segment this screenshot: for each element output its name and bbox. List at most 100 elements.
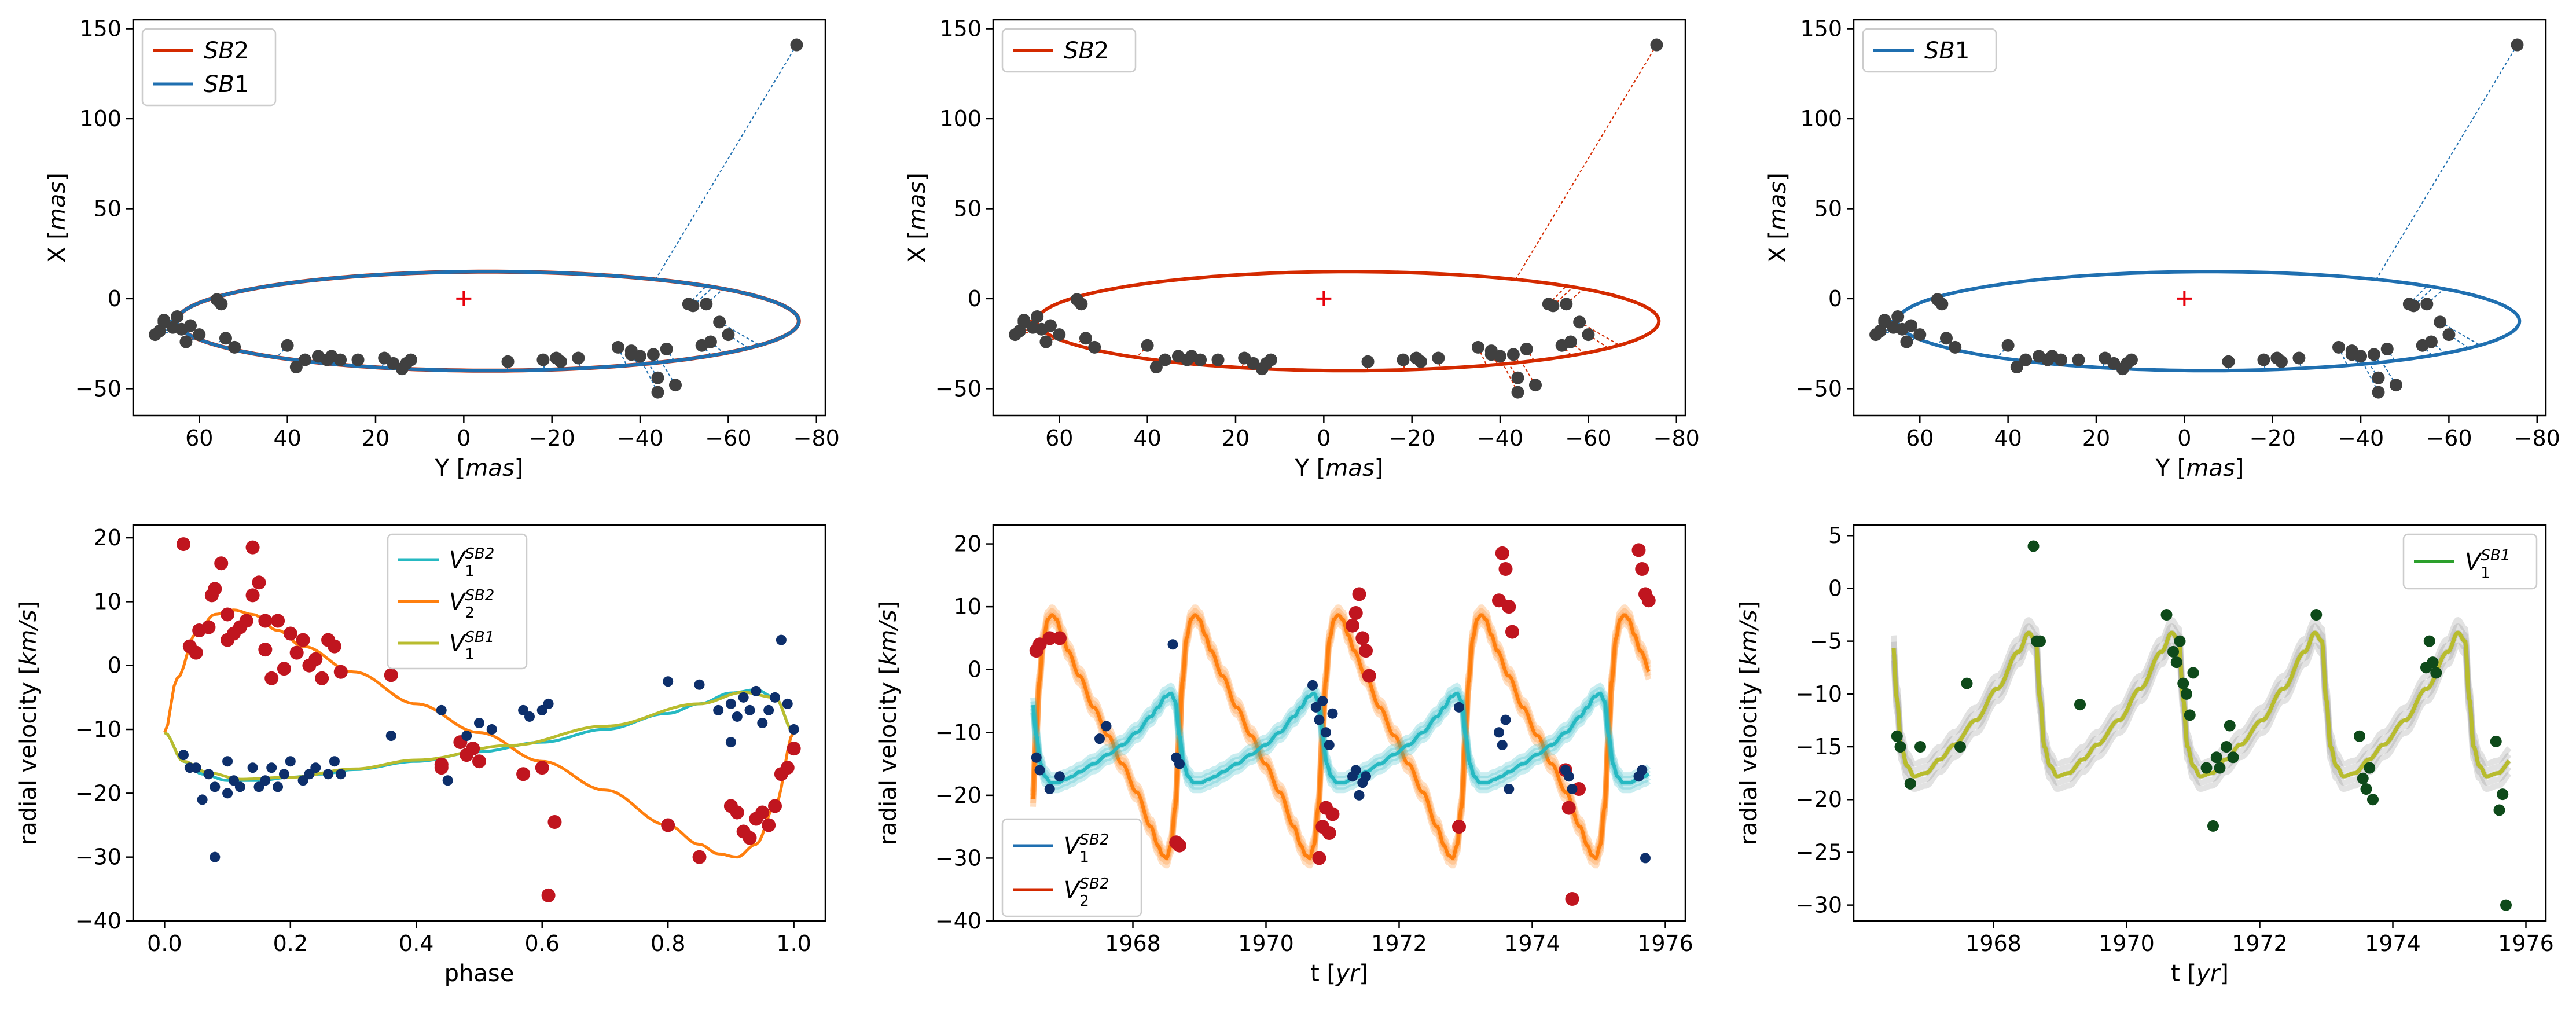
x-tick-label: 20 [2082,425,2110,451]
orbit-point [2345,348,2358,361]
rv-point-green [2310,609,2323,621]
rv-point-red [308,652,323,666]
rv-point-navy [744,704,755,715]
x-tick-label: 1972 [1371,931,1427,956]
orbit-point [572,351,585,365]
model-band [1891,636,2512,786]
rv-point-red [1452,820,1466,834]
legend-box [1001,28,1137,73]
orbit-point [2099,351,2112,365]
model-curve [1031,691,1650,785]
orbit-point [722,328,735,342]
orbit-point [2434,315,2447,329]
rv-point-navy [178,750,189,761]
orbit-point [686,299,700,313]
rv-point-navy [253,781,264,792]
rv-point-green [2427,656,2439,669]
legend-sub: 1 [2481,564,2490,582]
orbit-point [2010,361,2023,374]
label-part: ] [515,455,524,482]
rv-point-red [1565,892,1579,906]
y-axis-label: X [mas] [904,172,931,263]
legend-sub: 2 [1094,38,1109,64]
y-tick-label: −20 [935,783,982,808]
rv-point-red [434,757,449,772]
rv-point-navy [285,756,296,767]
y-tick-label: 20 [954,531,982,557]
rv-point-red [1322,826,1336,840]
rv-point-navy [335,769,346,780]
y-tick-label: −50 [75,376,122,401]
x-tick-label: 0 [1317,425,1331,451]
y-tick-label: 0 [108,653,122,678]
x-tick-label: 0.4 [399,931,433,956]
label-part: km/s [1736,610,1762,665]
label-part: mas [1765,182,1791,230]
rv-point-red [1042,631,1057,645]
rv-point-navy [1327,708,1338,719]
rv-point-red [296,633,310,647]
rv-point-green [2160,609,2173,621]
rv-point-navy [1167,639,1178,650]
rv-point-red [1492,593,1506,608]
rv-point-navy [278,769,289,780]
rv-point-navy [210,851,221,862]
orbit-point [660,342,673,355]
axes-frame [132,19,826,417]
orbit-point [1471,340,1484,354]
rv-point-red [201,620,216,634]
x-tick-label: −40 [617,425,663,451]
legend-label: VSB1 1 [2465,547,2510,582]
model-band [1030,698,1651,794]
plot-area [1891,540,2512,911]
y-tick-label: 100 [79,106,122,131]
rv-point-navy [738,692,749,703]
rv-point-navy [732,711,743,722]
rv-point-green [2360,783,2372,795]
legend-sup: SB2 [1079,831,1109,849]
rv-point-navy [323,769,334,780]
x-tick-label: 1976 [2498,931,2554,956]
rv-point-green [2430,667,2442,679]
legend-sup: SB2 [465,545,494,563]
x-tick-label: −60 [2426,425,2472,451]
label-part: ] [1359,960,1368,987]
legend-name: V [449,589,466,615]
rv-point-green [2167,645,2179,658]
residual-line [2409,285,2428,304]
orbit-point [1159,353,1172,366]
rv-point-green [2174,635,2186,647]
rv-point-red [516,767,531,781]
model-curve [1891,630,2511,779]
rv-point-red [289,645,304,660]
rv-point-navy [1054,771,1065,782]
orbit-point [2332,340,2345,354]
rv-point-navy [1500,714,1511,725]
residual-line [2382,362,2397,386]
rv-point-red [214,556,229,571]
orbit-point [1878,315,1891,329]
rv-point-red [730,805,744,820]
rv-point-green [2170,656,2182,669]
orbit-point [2001,339,2015,352]
orbit-point [1053,328,1066,342]
rv-point-red [208,582,222,596]
rv-point-red [1355,631,1370,645]
rv-point-red [1348,606,1363,620]
orbit-point [2420,298,2434,311]
legend-name: V [1064,833,1081,860]
legend-sup: SB1 [2481,547,2510,564]
rv-point-navy [1044,784,1055,794]
rv-point-navy [1567,784,1578,794]
x-tick-label: 40 [1133,425,1161,451]
legend-sup: SB2 [1079,875,1109,893]
orbit-point [228,340,241,354]
residual-line [661,362,676,386]
label-part: mas [44,182,71,230]
x-tick-label: −80 [1653,425,1700,451]
y-tick-label: 50 [1814,196,1842,221]
rv-point-navy [222,756,233,767]
label-part: ] [2235,455,2244,482]
label-part: Y [ [435,455,466,482]
